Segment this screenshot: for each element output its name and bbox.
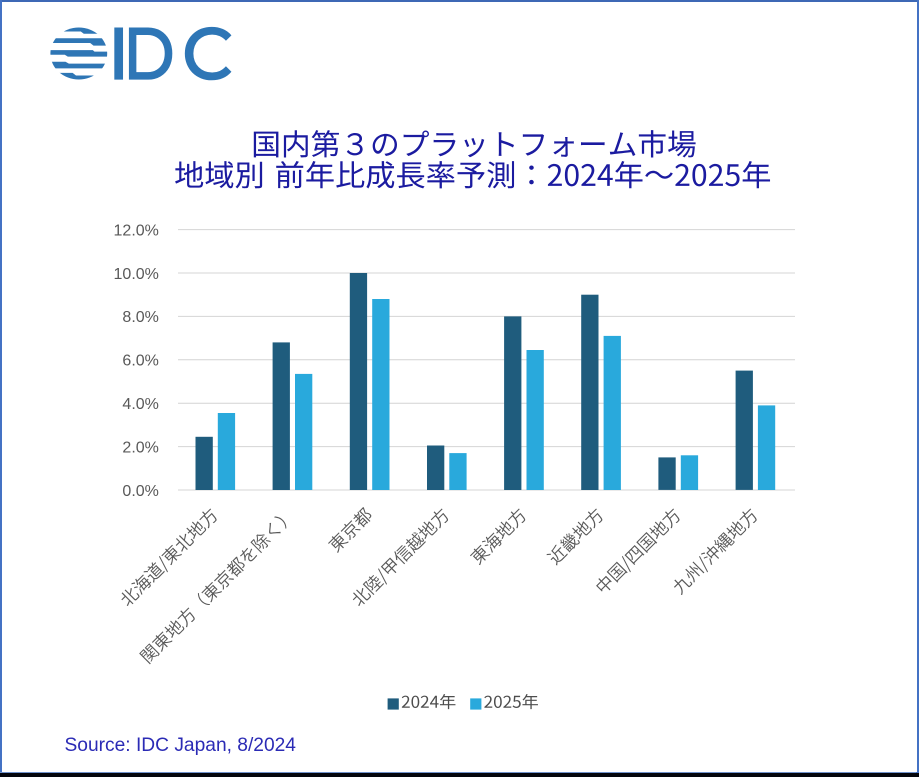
svg-text:6.0%: 6.0%: [122, 353, 158, 370]
svg-text:12.0%: 12.0%: [114, 222, 159, 239]
svg-text:Source: IDC Japan, 8/2024: Source: IDC Japan, 8/2024: [65, 735, 297, 756]
svg-text:8.0%: 8.0%: [122, 309, 158, 326]
svg-text:0.0%: 0.0%: [122, 483, 158, 500]
svg-text:2.0%: 2.0%: [122, 439, 158, 456]
svg-text:4.0%: 4.0%: [122, 396, 158, 413]
svg-text:10.0%: 10.0%: [114, 266, 159, 283]
